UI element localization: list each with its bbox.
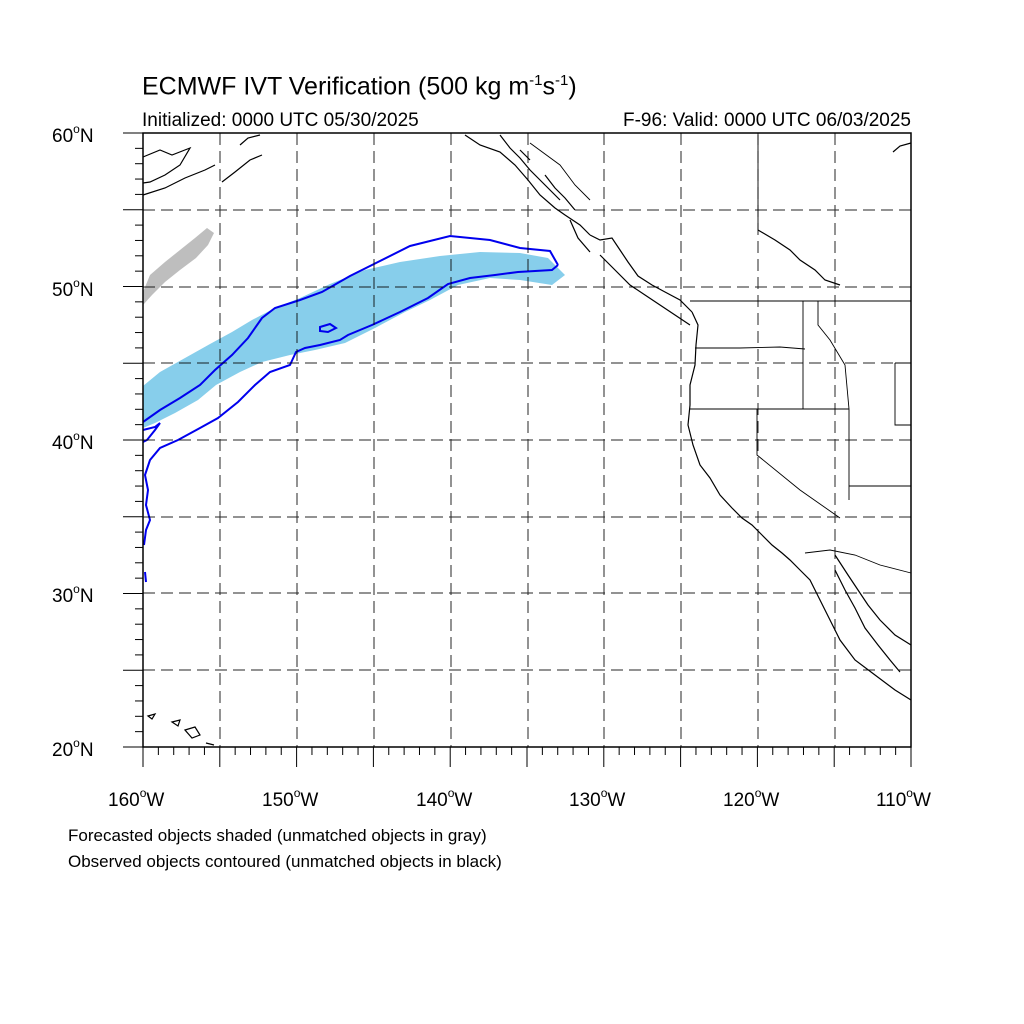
valid-time-label: F-96: Valid: 0000 UTC 06/03/2025	[623, 110, 911, 131]
forecast-legend-note: Forecasted objects shaded (unmatched obj…	[68, 826, 487, 845]
longitude-labels: 160oW 150oW 140oW 130oW 120oW 110oW	[108, 786, 931, 811]
alaska-canada-border	[529, 142, 591, 201]
observed-legend-note: Observed objects contoured (unmatched ob…	[68, 852, 502, 871]
lat-label-50: 50oN	[52, 276, 94, 301]
axis-ticks	[123, 132, 912, 767]
lon-label-140: 140oW	[416, 786, 472, 811]
grid-lines	[143, 133, 911, 747]
observed-object-blob	[319, 322, 338, 334]
coastlines	[142, 134, 912, 746]
latitude-labels: 60oN 50oN 40oN 30oN 20oN	[52, 122, 94, 761]
utah-colorado-border	[894, 362, 911, 426]
us-mexico-border	[804, 549, 912, 574]
initialized-label: Initialized: 0000 UTC 05/30/2025	[142, 110, 419, 131]
forecast-object-matched	[143, 252, 565, 428]
alaska-coast	[142, 134, 591, 253]
observed-object-inner	[142, 234, 559, 423]
idaho-border	[802, 301, 850, 410]
lon-label-120: 120oW	[723, 786, 779, 811]
baja-gulf-coast	[834, 554, 912, 673]
lon-label-110: 110oW	[876, 786, 931, 811]
lat-label-20: 20oN	[52, 736, 94, 761]
bc-coast	[589, 234, 693, 326]
lon-label-130: 130oW	[569, 786, 625, 811]
california-nevada-border	[756, 409, 841, 519]
lat-label-40: 40oN	[52, 429, 94, 454]
forecast-object-unmatched	[143, 228, 214, 305]
hawaii-islands	[146, 713, 215, 746]
forecast-objects	[143, 228, 565, 428]
lon-label-160: 160oW	[108, 786, 164, 811]
lat-label-60: 60oN	[52, 122, 94, 147]
political-borders	[529, 135, 912, 574]
us-west-coast	[687, 311, 912, 701]
washington-oregon-border	[695, 346, 806, 350]
hudson-bay-coast	[757, 229, 841, 286]
lat-label-30: 30oN	[52, 582, 94, 607]
observed-object-outer	[143, 264, 559, 546]
figure-title: ECMWF IVT Verification (500 kg m-1s-1)	[142, 72, 577, 101]
ne-corner-coast	[892, 142, 912, 153]
lon-label-150: 150oW	[262, 786, 318, 811]
observed-object-fragment	[144, 571, 147, 583]
